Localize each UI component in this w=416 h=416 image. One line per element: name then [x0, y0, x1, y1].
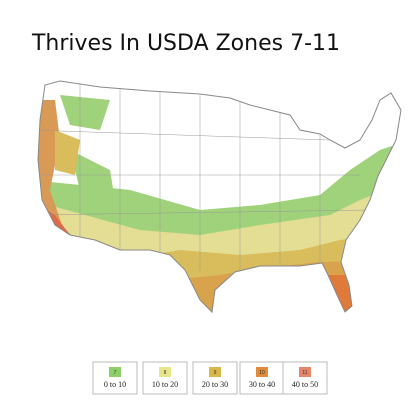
legend-range: 0 to 10 [104, 380, 126, 389]
legend-box [92, 361, 138, 395]
legend-swatch [256, 367, 268, 377]
legend-swatch [209, 367, 221, 377]
legend-swatch [159, 367, 171, 377]
legend-zone: 7 [114, 370, 117, 376]
legend-swatch [109, 367, 121, 377]
legend-zone: 10 [259, 370, 265, 376]
legend-box [192, 361, 238, 395]
legend-swatch [299, 367, 311, 377]
legend-zone: 8 [164, 370, 167, 376]
legend-box [239, 361, 285, 395]
state-lines [38, 81, 371, 270]
legend-range: 40 to 50 [292, 380, 318, 389]
legend-zone: 11 [302, 370, 307, 376]
legend-box [142, 361, 188, 395]
legend-range: 10 to 20 [152, 380, 178, 389]
legend-box [282, 361, 328, 395]
legend-range: 30 to 40 [249, 380, 275, 389]
legend-range: 20 to 30 [202, 380, 228, 389]
legend-zone: 9 [214, 370, 217, 376]
map-regions [38, 81, 401, 312]
title: Thrives In USDA Zones 7-11 [31, 31, 340, 56]
us-outline [37, 80, 402, 314]
